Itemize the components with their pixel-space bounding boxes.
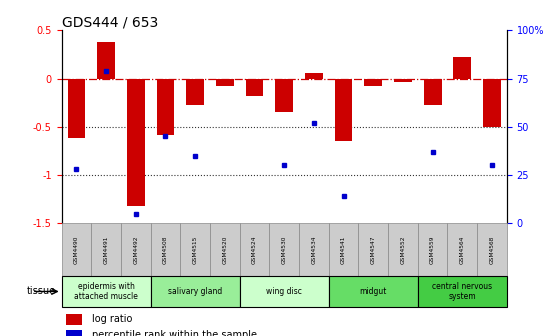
- Bar: [365, 79, 382, 86]
- Bar: [240, 223, 269, 276]
- Bar: [477, 223, 507, 276]
- Bar: [121, 223, 151, 276]
- Bar: [151, 223, 180, 276]
- Text: percentile rank within the sample: percentile rank within the sample: [92, 330, 257, 336]
- Text: GSM4559: GSM4559: [430, 235, 435, 264]
- Bar: [91, 223, 121, 276]
- Bar: [66, 314, 82, 325]
- Bar: [127, 79, 144, 206]
- Text: salivary gland: salivary gland: [168, 287, 222, 296]
- Bar: [151, 276, 240, 307]
- Text: wing disc: wing disc: [266, 287, 302, 296]
- Bar: [240, 276, 329, 307]
- Bar: [62, 223, 91, 276]
- Text: central nervous
system: central nervous system: [432, 282, 492, 301]
- Bar: [454, 57, 471, 79]
- Bar: [68, 79, 85, 138]
- Bar: [269, 223, 299, 276]
- Text: GSM4568: GSM4568: [489, 235, 494, 264]
- Text: epidermis with
attached muscle: epidermis with attached muscle: [74, 282, 138, 301]
- Bar: [424, 79, 441, 104]
- Bar: [335, 79, 352, 141]
- Bar: [329, 276, 418, 307]
- Text: GSM4552: GSM4552: [400, 235, 405, 264]
- Text: GSM4490: GSM4490: [74, 235, 79, 264]
- Bar: [62, 276, 151, 307]
- Text: GDS444 / 653: GDS444 / 653: [62, 15, 158, 29]
- Bar: [216, 79, 234, 86]
- Bar: [305, 73, 323, 79]
- Bar: [418, 276, 507, 307]
- Bar: [447, 223, 477, 276]
- Text: GSM4515: GSM4515: [193, 235, 198, 264]
- Text: GSM4508: GSM4508: [163, 235, 168, 264]
- Bar: [157, 79, 174, 134]
- Bar: [246, 79, 263, 96]
- Bar: [418, 223, 447, 276]
- Text: GSM4547: GSM4547: [371, 235, 376, 264]
- Bar: [180, 223, 210, 276]
- Bar: [299, 223, 329, 276]
- Bar: [394, 79, 412, 82]
- Text: GSM4530: GSM4530: [282, 235, 287, 264]
- Bar: [388, 223, 418, 276]
- Bar: [97, 42, 115, 79]
- Text: tissue: tissue: [27, 287, 56, 296]
- Text: GSM4492: GSM4492: [133, 235, 138, 264]
- Bar: [358, 223, 388, 276]
- Text: GSM4520: GSM4520: [222, 235, 227, 264]
- Bar: [66, 330, 82, 336]
- Bar: [210, 223, 240, 276]
- Bar: [186, 79, 204, 104]
- Bar: [276, 79, 293, 112]
- Text: GSM4534: GSM4534: [311, 235, 316, 264]
- Text: GSM4541: GSM4541: [341, 235, 346, 264]
- Text: midgut: midgut: [360, 287, 387, 296]
- Bar: [483, 79, 501, 127]
- Bar: [329, 223, 358, 276]
- Text: GSM4524: GSM4524: [252, 235, 257, 264]
- Text: GSM4491: GSM4491: [104, 235, 109, 264]
- Text: log ratio: log ratio: [92, 314, 132, 325]
- Text: GSM4564: GSM4564: [460, 235, 465, 264]
